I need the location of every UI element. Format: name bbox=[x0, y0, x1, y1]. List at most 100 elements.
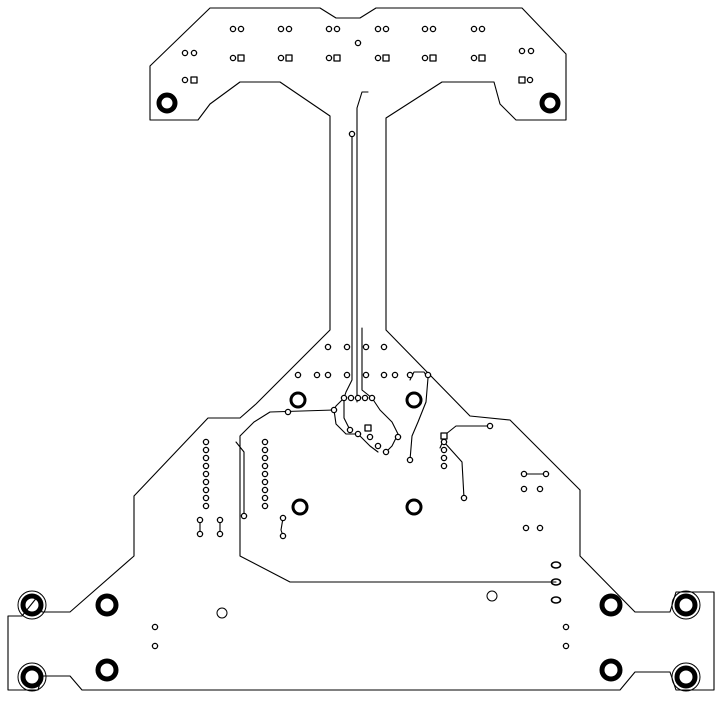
via-pad bbox=[196, 516, 204, 524]
via-pad bbox=[202, 438, 210, 446]
via-pad bbox=[330, 406, 338, 414]
via-pad bbox=[261, 478, 269, 486]
via-pad bbox=[202, 462, 210, 470]
via-pad bbox=[261, 486, 269, 494]
board-outline bbox=[7, 7, 715, 691]
via-pad bbox=[421, 25, 429, 33]
via-pad bbox=[348, 130, 356, 138]
via-pad bbox=[261, 454, 269, 462]
via-pad bbox=[440, 454, 448, 462]
via-pad bbox=[429, 25, 437, 33]
via-pad bbox=[202, 454, 210, 462]
via-pad bbox=[421, 54, 429, 62]
via-pad bbox=[354, 39, 362, 47]
via-pad bbox=[202, 470, 210, 478]
via-pad bbox=[333, 25, 341, 33]
via-pad bbox=[285, 25, 293, 33]
via-pad bbox=[406, 456, 414, 464]
square-pad bbox=[478, 54, 486, 62]
via-pad bbox=[277, 54, 285, 62]
via-pad bbox=[279, 514, 287, 522]
square-pad bbox=[364, 424, 372, 432]
via-pad bbox=[279, 532, 287, 540]
via-pad bbox=[478, 25, 486, 33]
via-pad bbox=[343, 343, 351, 351]
via-pad bbox=[202, 446, 210, 454]
fiducials bbox=[216, 590, 498, 619]
via-pad bbox=[362, 343, 370, 351]
via-pad bbox=[527, 47, 535, 55]
via-pad bbox=[354, 394, 362, 402]
via-pad bbox=[261, 462, 269, 470]
via-pad bbox=[181, 76, 189, 84]
via-pad bbox=[240, 512, 248, 520]
via-pad bbox=[229, 54, 237, 62]
mounting-holes bbox=[20, 92, 698, 689]
via-pad bbox=[562, 623, 570, 631]
square-pad bbox=[333, 54, 341, 62]
via-pad bbox=[216, 516, 224, 524]
via-pad bbox=[347, 394, 355, 402]
via-pad bbox=[324, 371, 332, 379]
via-pad bbox=[361, 394, 369, 402]
via-pad bbox=[380, 343, 388, 351]
via-pad bbox=[216, 530, 224, 538]
via-pad bbox=[362, 371, 370, 379]
square-pad bbox=[382, 54, 390, 62]
via-pad bbox=[522, 524, 530, 532]
via-pad bbox=[374, 442, 382, 450]
via-pad bbox=[181, 49, 189, 57]
via-pad bbox=[324, 343, 332, 351]
square-pad bbox=[440, 432, 448, 440]
via-pad bbox=[340, 394, 348, 402]
via-pad bbox=[470, 54, 478, 62]
square-pads bbox=[190, 54, 526, 440]
via-pad bbox=[424, 371, 432, 379]
via-pad bbox=[313, 371, 321, 379]
medium-holes bbox=[289, 391, 423, 516]
via-pad bbox=[542, 470, 550, 478]
via-pad bbox=[151, 642, 159, 650]
via-pad bbox=[536, 524, 544, 532]
via-pad bbox=[190, 49, 198, 57]
via-pad bbox=[380, 371, 388, 379]
via-pad bbox=[526, 76, 534, 84]
via-pad bbox=[229, 25, 237, 33]
via-pad bbox=[261, 446, 269, 454]
via-pad bbox=[202, 486, 210, 494]
square-pad bbox=[518, 76, 526, 84]
square-pad bbox=[285, 54, 293, 62]
via-pad bbox=[237, 25, 245, 33]
oval-pads bbox=[550, 561, 562, 604]
via-pad bbox=[202, 502, 210, 510]
via-pad bbox=[261, 494, 269, 502]
pads-and-vias bbox=[151, 25, 570, 650]
via-pad bbox=[277, 25, 285, 33]
via-pad bbox=[151, 623, 159, 631]
via-pad bbox=[406, 371, 414, 379]
via-pad bbox=[196, 530, 204, 538]
via-pad bbox=[325, 54, 333, 62]
via-pad bbox=[202, 478, 210, 486]
via-pad bbox=[382, 25, 390, 33]
square-pad bbox=[237, 54, 245, 62]
via-pad bbox=[520, 485, 528, 493]
via-pad bbox=[354, 430, 362, 438]
signal-traces bbox=[199, 91, 557, 583]
square-pad bbox=[429, 54, 437, 62]
via-pad bbox=[562, 642, 570, 650]
via-pad bbox=[440, 438, 448, 446]
via-pad bbox=[284, 408, 292, 416]
via-pad bbox=[261, 438, 269, 446]
via-pad bbox=[391, 371, 399, 379]
via-pad bbox=[366, 433, 374, 441]
via-pad bbox=[486, 422, 494, 430]
mounting-hole-rings bbox=[17, 590, 701, 692]
via-pad bbox=[374, 54, 382, 62]
via-pad bbox=[343, 371, 351, 379]
via-pad bbox=[536, 485, 544, 493]
via-pad bbox=[261, 470, 269, 478]
via-pad bbox=[382, 448, 390, 456]
via-pad bbox=[374, 25, 382, 33]
